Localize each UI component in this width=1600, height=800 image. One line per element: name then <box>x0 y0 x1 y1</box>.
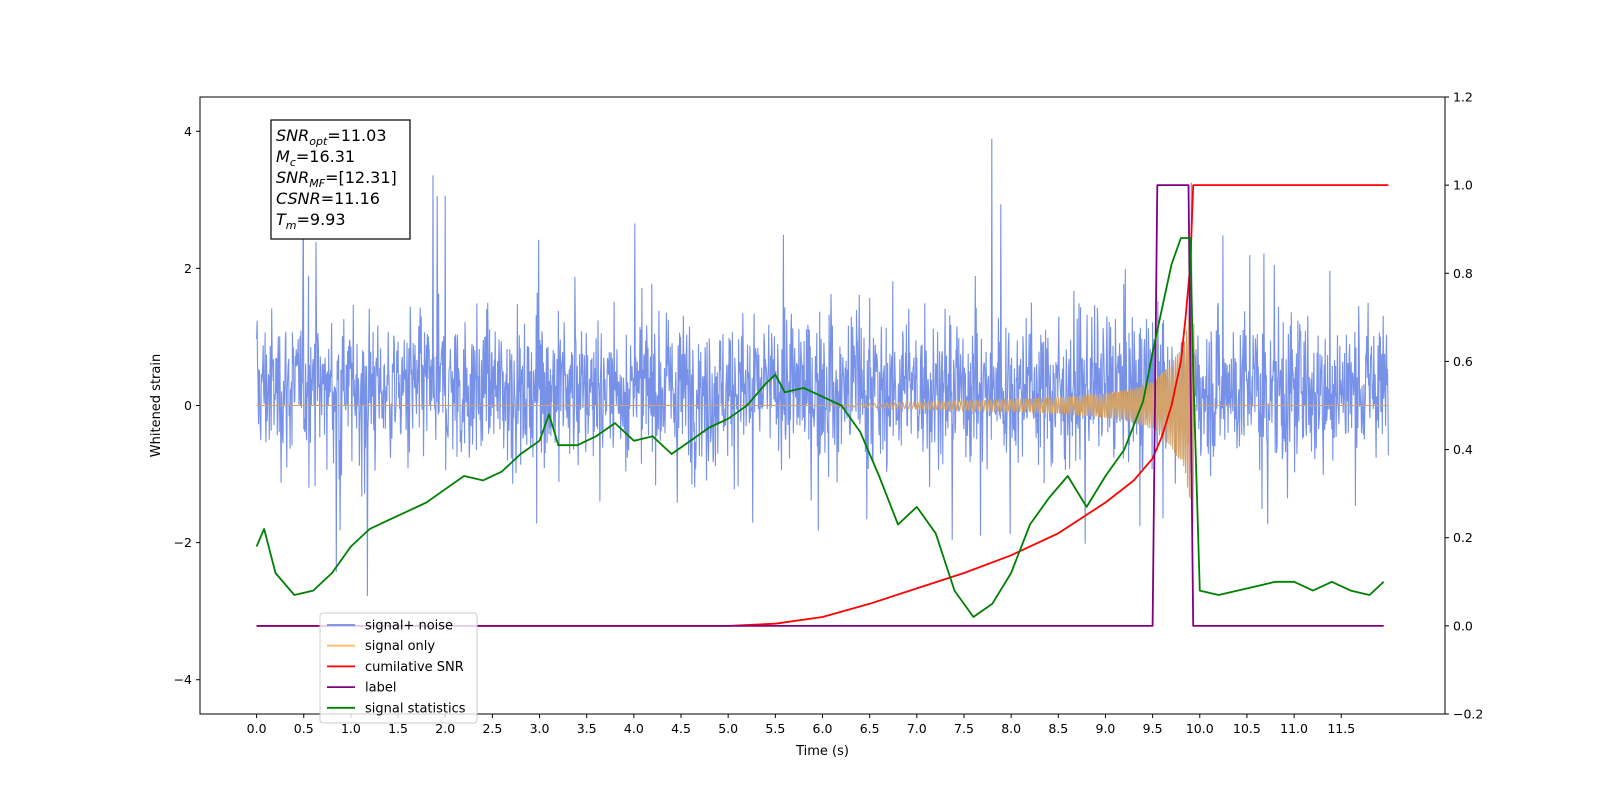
right-axis-series <box>255 184 1389 627</box>
legend-label: signal statistics <box>365 701 466 716</box>
annotation-line: SNRMF=[12.31] <box>276 168 397 190</box>
y-left-tick-label: 4 <box>184 124 192 139</box>
cumilative-snr-line <box>256 184 1389 627</box>
y-left-tick-label: 0 <box>184 398 192 413</box>
legend: signal+ noise signal only cumilative SNR la… <box>319 612 478 724</box>
x-tick-label: 4.5 <box>671 721 691 736</box>
annotation-line: SNRopt=11.03 <box>276 126 387 148</box>
annotation-line: Tm=9.93 <box>276 210 346 232</box>
x-tick-label: 9.0 <box>1096 721 1116 736</box>
signal-noise-line <box>256 138 1389 596</box>
y-axis-left: −4 −2 0 2 4 <box>174 124 200 687</box>
x-tick-label: 2.0 <box>435 721 455 736</box>
annotation-line: CSNR=11.16 <box>276 189 380 208</box>
annotation-box-frame <box>270 119 411 240</box>
y-right-tick-label: 0.4 <box>1453 442 1473 457</box>
x-tick-label: 1.0 <box>341 721 361 736</box>
y-right-tick-label: 0.8 <box>1453 266 1473 281</box>
y-axis-right: −0.2 0.0 0.2 0.4 0.6 0.8 1.0 1.2 <box>1445 90 1483 722</box>
y-right-tick-label: 0.6 <box>1453 354 1473 369</box>
signal-only-line <box>256 299 1389 524</box>
x-tick-label: 10.0 <box>1186 721 1214 736</box>
x-axis: 0.0 0.5 1.0 1.5 2.0 2.5 3.0 3.5 4.0 4.5 5.0 5.5 6.0 6… <box>247 714 1355 736</box>
legend-frame <box>319 612 478 724</box>
y-right-tick-label: 1.2 <box>1453 90 1473 105</box>
x-tick-label: 10.5 <box>1233 721 1261 736</box>
legend-label: signal+ noise <box>365 619 453 634</box>
y-right-tick-label: −0.2 <box>1453 707 1483 722</box>
y-left-tick-label: 2 <box>184 261 192 276</box>
x-tick-label: 4.0 <box>624 721 644 736</box>
x-tick-label: 0.0 <box>247 721 267 736</box>
x-tick-label: 7.0 <box>907 721 927 736</box>
x-tick-label: 0.5 <box>294 721 314 736</box>
legend-label: label <box>365 681 396 696</box>
x-tick-label: 1.5 <box>388 721 408 736</box>
legend-label: cumilative SNR <box>365 660 464 675</box>
x-tick-label: 5.5 <box>765 721 785 736</box>
annotation-box: SNRopt=11.03Mc=16.31SNRMF=[12.31]CSNR=11… <box>270 119 411 240</box>
x-tick-label: 3.0 <box>530 721 550 736</box>
x-tick-label: 7.5 <box>954 721 974 736</box>
signal-only-series <box>256 299 1389 524</box>
legend-label: signal only <box>365 639 435 654</box>
x-tick-label: 8.5 <box>1048 721 1068 736</box>
x-tick-label: 6.0 <box>813 721 833 736</box>
y-right-tick-label: 0.2 <box>1453 530 1473 545</box>
label-line <box>256 184 1384 627</box>
x-tick-label: 8.0 <box>1001 721 1021 736</box>
y-left-tick-label: −2 <box>174 535 192 550</box>
x-tick-label: 3.5 <box>577 721 597 736</box>
signal-statistics-line <box>255 237 1385 618</box>
x-tick-label: 6.5 <box>860 721 880 736</box>
y-axis-left-label: Whitened strain <box>149 354 164 457</box>
signal-noise-series <box>256 138 1389 596</box>
x-tick-label: 11.0 <box>1280 721 1308 736</box>
x-tick-label: 9.5 <box>1143 721 1163 736</box>
plot-area <box>255 138 1389 627</box>
y-left-tick-label: −4 <box>174 672 192 687</box>
x-tick-label: 2.5 <box>482 721 502 736</box>
x-tick-label: 5.0 <box>718 721 738 736</box>
y-right-tick-label: 1.0 <box>1453 178 1473 193</box>
x-tick-label: 11.5 <box>1327 721 1355 736</box>
x-axis-label: Time (s) <box>795 744 849 759</box>
annotation-line: Mc=16.31 <box>276 147 355 169</box>
y-right-tick-label: 0.0 <box>1453 618 1473 633</box>
